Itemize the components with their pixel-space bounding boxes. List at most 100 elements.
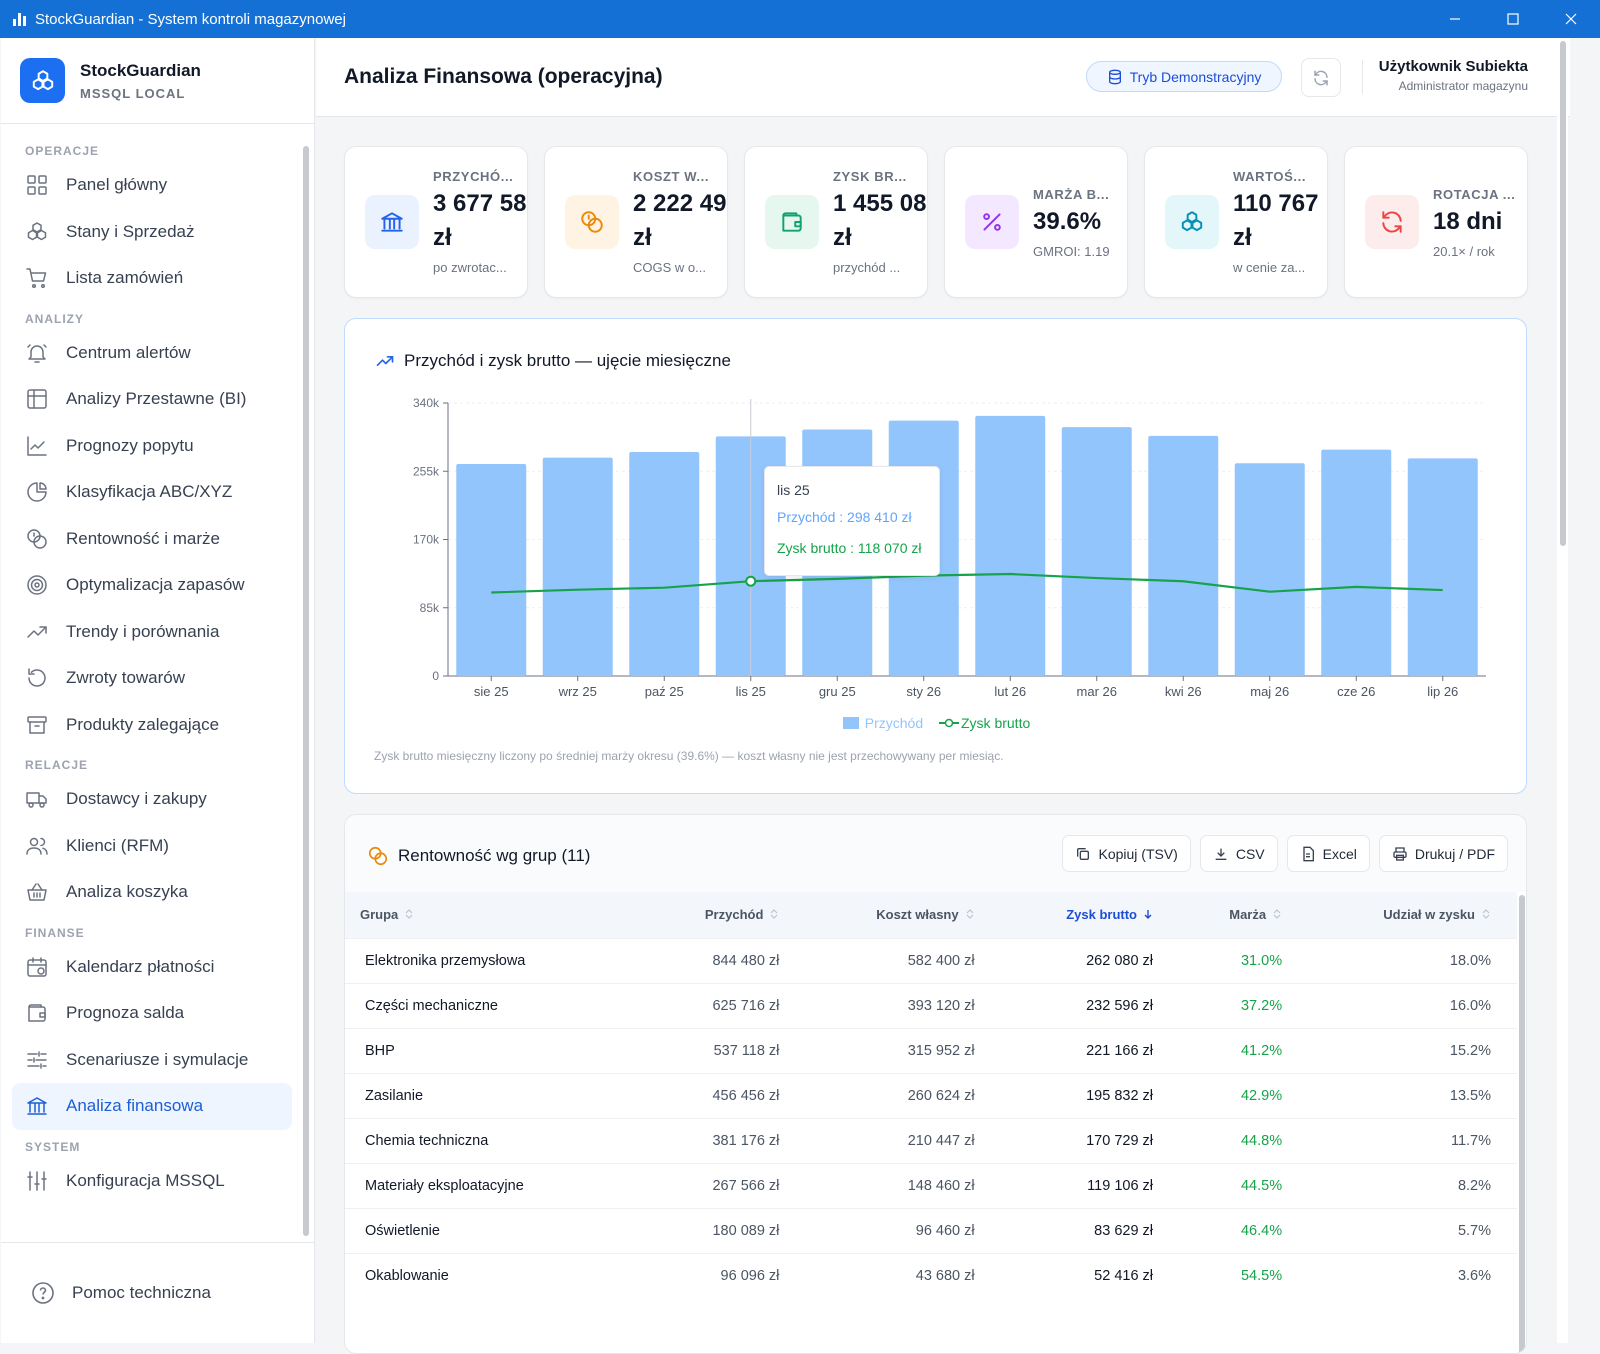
user-role: Administrator magazynu <box>1398 79 1528 93</box>
table-cell: 221 166 zł <box>1000 1027 1180 1073</box>
profitability-table: Grupa Przychód Koszt własny Zysk brutto Marż… <box>345 892 1517 1298</box>
sidebar-item-cart[interactable]: Lista zamówień <box>1 255 291 302</box>
sidebar-item-boxes[interactable]: Stany i Sprzedaż <box>1 209 291 256</box>
sidebar-item-line[interactable]: Prognozy popytu <box>1 423 291 470</box>
kpi-card[interactable]: WARTOŚ... 110 767 zł w cenie za... <box>1144 146 1328 298</box>
truck-icon <box>25 787 66 811</box>
sidebar-item-coins[interactable]: Rentowność i marże <box>1 516 291 563</box>
user-info[interactable]: Użytkownik Subiekta Administrator magazy… <box>1379 58 1528 93</box>
kpi-card[interactable]: KOSZT W... 2 222 497 zł COGS w o... <box>544 146 728 298</box>
sidebar-item-trend[interactable]: Trendy i porównania <box>1 609 291 656</box>
sidebar-item-bank[interactable]: Analiza finansowa <box>12 1083 292 1130</box>
kpi-card[interactable]: PRZYCHÓ... 3 677 583 zł po zwrotac... <box>344 146 528 298</box>
maximize-button[interactable] <box>1484 0 1542 38</box>
legend-revenue[interactable]: Przychód <box>842 715 923 731</box>
brand-name: StockGuardian <box>80 60 201 80</box>
archive-icon <box>25 713 66 737</box>
wallet-icon <box>765 195 819 249</box>
sidebar-item-target[interactable]: Optymalizacja zapasów <box>1 562 291 609</box>
table-scrollbar[interactable] <box>1517 895 1526 1353</box>
table-cell: 844 480 zł <box>644 937 806 983</box>
table-row[interactable]: Chemia techniczna 381 176 zł 210 447 zł 170… <box>345 1117 1517 1163</box>
brand: StockGuardian MSSQL LOCAL <box>1 38 314 124</box>
main-scrollbar[interactable] <box>1557 38 1568 1343</box>
excel-button[interactable]: Excel <box>1286 835 1370 872</box>
sidebar-item-settings[interactable]: Konfiguracja MSSQL <box>1 1158 291 1205</box>
copy-tsv-label: Kopiuj (TSV) <box>1098 845 1178 862</box>
close-button[interactable] <box>1542 0 1600 38</box>
column-header[interactable]: Koszt własny <box>805 892 1001 938</box>
kpi-card[interactable]: ZYSK BR... 1 455 086 zł przychód ... <box>744 146 928 298</box>
kpi-unit: zł <box>633 224 652 251</box>
sidebar-item-bell[interactable]: Centrum alertów <box>1 330 291 377</box>
table-row[interactable]: Elektronika przemysłowa 844 480 zł 582 400… <box>345 937 1517 983</box>
return-icon <box>25 666 66 690</box>
table-cell: 13.5% <box>1308 1072 1517 1118</box>
help-button[interactable]: Pomoc techniczna <box>1 1242 315 1343</box>
spreadsheet-icon <box>1302 846 1314 861</box>
sidebar-item-label: Produkty zalegające <box>66 714 220 734</box>
kpi-card[interactable]: ROTACJA ... 18 dni 20.1× / rok <box>1344 146 1528 298</box>
excel-label: Excel <box>1322 845 1357 862</box>
sidebar-item-label: Klasyfikacja ABC/XYZ <box>66 482 233 502</box>
table-cell: Oświetlenie <box>345 1207 645 1253</box>
kpi-label: WARTOŚ... <box>1233 169 1307 184</box>
sidebar-item-grid[interactable]: Panel główny <box>1 162 291 209</box>
copy-tsv-button[interactable]: Kopiuj (TSV) <box>1062 835 1191 872</box>
demo-mode-badge[interactable]: Tryb Demonstracyjny <box>1086 61 1282 92</box>
minimize-button[interactable] <box>1426 0 1484 38</box>
table-row[interactable]: BHP 537 118 zł 315 952 zł 221 166 zł 41.2% 15… <box>345 1027 1517 1073</box>
sidebar-item-label: Panel główny <box>66 175 168 195</box>
column-header[interactable]: Grupa <box>345 892 645 938</box>
csv-label: CSV <box>1235 845 1265 862</box>
sidebar-item-pie[interactable]: Klasyfikacja ABC/XYZ <box>1 469 291 516</box>
table-row[interactable]: Okablowanie 96 096 zł 43 680 zł 52 416 zł 54… <box>345 1252 1517 1298</box>
sidebar-item-sliders[interactable]: Scenariusze i symulacje <box>1 1037 291 1084</box>
column-header[interactable]: Udział w zysku <box>1308 892 1517 938</box>
profit-line <box>491 572 1443 594</box>
x-tick-label: maj 26 <box>1250 684 1289 699</box>
brand-logo-icon <box>20 58 65 103</box>
kpi-value: 39.6% <box>1033 208 1102 235</box>
y-tick-label: 340k <box>413 396 440 410</box>
table-cell: 44.8% <box>1179 1117 1309 1163</box>
sidebar-item-wallet[interactable]: Prognoza salda <box>1 990 291 1037</box>
table-row[interactable]: Oświetlenie 180 089 zł 96 460 zł 83 629 zł 4… <box>345 1207 1517 1253</box>
kpi-card[interactable]: MARŻA B... 39.6% GMROI: 1.19 <box>944 146 1128 298</box>
calendar-icon <box>25 955 66 979</box>
revenue-profit-chart[interactable]: 0 85k 170k 255k 340k sie 25 wrz 25 paź 25 lis 25… <box>345 319 1528 795</box>
column-header[interactable]: Zysk brutto <box>1000 892 1180 938</box>
table-row[interactable]: Części mechaniczne 625 716 zł 393 120 zł 23… <box>345 982 1517 1028</box>
sidebar-item-users[interactable]: Klienci (RFM) <box>1 823 291 870</box>
print-pdf-button[interactable]: Drukuj / PDF <box>1378 835 1508 872</box>
trend-icon <box>376 356 394 366</box>
page-header: Analiza Finansowa (operacyjna) Tryb Demo… <box>316 38 1570 117</box>
sidebar-item-basket[interactable]: Analiza koszyka <box>1 869 291 916</box>
sidebar-item-archive[interactable]: Produkty zalegające <box>1 702 291 749</box>
sidebar-item-truck[interactable]: Dostawcy i zakupy <box>1 776 291 823</box>
sidebar-scrollbar[interactable] <box>303 146 309 1236</box>
column-header-label: Koszt własny <box>876 907 959 923</box>
user-name: Użytkownik Subiekta <box>1378 58 1528 75</box>
table-icon <box>25 387 66 411</box>
column-header[interactable]: Marża <box>1179 892 1309 938</box>
column-header[interactable]: Przychód <box>644 892 806 938</box>
table-cell: 315 952 zł <box>805 1027 1001 1073</box>
database-icon <box>1108 69 1121 84</box>
csv-button[interactable]: CSV <box>1199 835 1278 872</box>
legend-profit[interactable]: Zysk brutto <box>939 715 1030 731</box>
table-row[interactable]: Materiały eksploatacyjne 267 566 zł 148 46… <box>345 1162 1517 1208</box>
basket-icon <box>25 880 66 904</box>
refresh-button[interactable] <box>1301 58 1341 97</box>
kpi-subtext: po zwrotac... <box>433 260 507 275</box>
profitability-table-card: Rentowność wg grup (11) Kopiuj (TSV) CSV… <box>344 814 1527 1354</box>
table-cell: 83 629 zł <box>1000 1207 1180 1253</box>
kpi-label: KOSZT W... <box>633 169 710 184</box>
sidebar-item-table[interactable]: Analizy Przestawne (BI) <box>1 376 291 423</box>
table-row[interactable]: Zasilanie 456 456 zł 260 624 zł 195 832 zł 4… <box>345 1072 1517 1118</box>
sidebar-item-return[interactable]: Zwroty towarów <box>1 655 291 702</box>
sidebar-item-label: Analizy Przestawne (BI) <box>66 389 247 409</box>
bank-icon <box>25 1094 66 1118</box>
sidebar-item-calendar[interactable]: Kalendarz płatności <box>1 944 291 991</box>
table-cell: 16.0% <box>1308 982 1517 1028</box>
